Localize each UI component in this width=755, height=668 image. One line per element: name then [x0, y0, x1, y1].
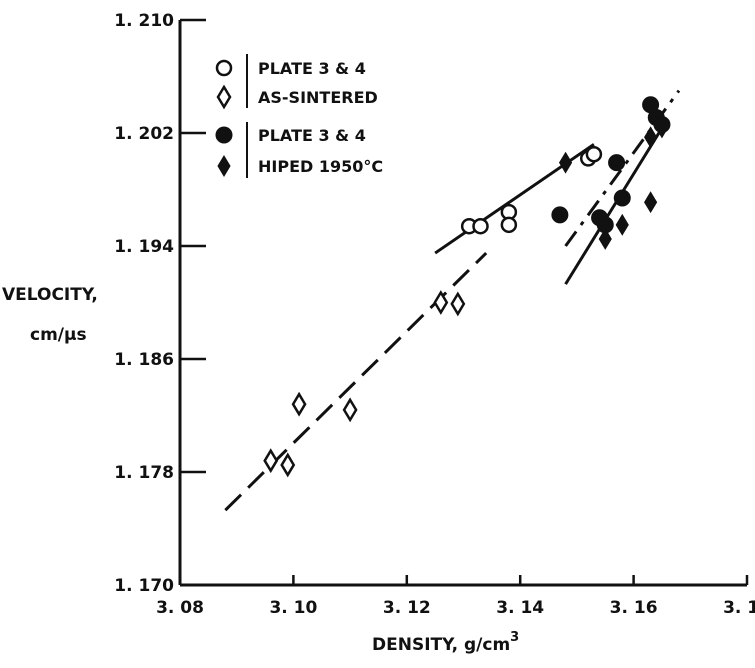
filled-diamond-point: [615, 213, 629, 236]
ticks: 3. 08 3. 10 3. 12 3. 14 3. 16 3. 18 1. 170 1. 1…: [114, 11, 755, 618]
legend-filled-circle-marker: [215, 126, 233, 144]
axes: [178, 20, 747, 587]
fit-lines: [224, 89, 681, 512]
x-axis-title-text: DENSITY, g/cm: [372, 635, 510, 655]
filled-circle-point: [613, 189, 631, 207]
filled-diamond-point: [558, 151, 573, 174]
x-tick-label: 3. 14: [496, 598, 544, 618]
fit-line-dashed: [224, 251, 488, 512]
x-tick-label: 3. 10: [269, 598, 317, 618]
filled-diamond-point: [655, 116, 669, 139]
legend-filled-diamond-marker: [217, 155, 231, 177]
filled-circle-point: [551, 206, 569, 224]
legend-label: PLATE 3 & 4: [258, 126, 366, 145]
y-tick-label: 1. 210: [114, 11, 174, 31]
data-points: [263, 96, 671, 478]
open-circle-point: [585, 145, 603, 163]
x-tick-label: 3. 08: [156, 598, 204, 618]
open-circle-point: [472, 217, 489, 235]
filled-diamond-point: [598, 227, 612, 250]
open-diamond-point: [280, 452, 296, 478]
legend-open-diamond-marker: [216, 84, 232, 110]
open-diamond-point: [433, 290, 449, 315]
y-tick-label: 1. 186: [114, 350, 174, 370]
y-tick-label: 1. 170: [114, 576, 174, 596]
filled-diamond-point: [644, 191, 658, 214]
open-diamond-point: [342, 397, 358, 423]
legend-label: AS-SINTERED: [258, 88, 378, 107]
legend: PLATE 3 & 4 AS-SINTERED PLATE 3 & 4 HIPED 1…: [215, 54, 383, 178]
legend-label: PLATE 3 & 4: [258, 59, 366, 78]
x-tick-label: 3. 18: [723, 598, 755, 618]
open-diamond-point: [291, 391, 307, 417]
legend-open-circle-marker: [215, 59, 233, 77]
y-tick-label: 1. 202: [114, 124, 174, 144]
filled-circle-point: [608, 154, 626, 172]
open-diamond-point: [450, 291, 466, 317]
y-tick-label: 1. 194: [114, 237, 174, 257]
y-axis-title-line1: VELOCITY,: [2, 285, 98, 305]
legend-label: HIPED 1950°C: [258, 157, 383, 176]
y-axis-title-line2: cm/µs: [30, 325, 87, 345]
open-diamond-point: [263, 448, 279, 474]
x-tick-label: 3. 12: [383, 598, 431, 618]
x-axis-title-superscript: 3: [510, 630, 519, 645]
filled-diamond-point: [644, 126, 658, 149]
open-circle-point: [500, 216, 518, 234]
y-tick-label: 1. 178: [114, 463, 174, 483]
x-axis-title: DENSITY, g/cm3: [372, 630, 519, 655]
x-tick-label: 3. 16: [610, 598, 658, 618]
